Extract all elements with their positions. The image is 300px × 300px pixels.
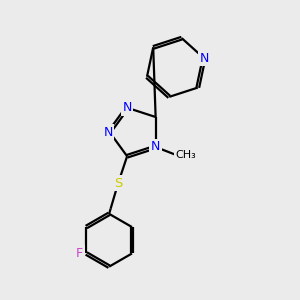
Text: N: N [103,125,113,139]
Text: N: N [199,52,209,65]
Text: N: N [122,101,132,114]
Text: F: F [76,247,83,260]
Text: CH₃: CH₃ [175,150,196,161]
Text: S: S [114,177,122,190]
Text: N: N [151,140,160,154]
